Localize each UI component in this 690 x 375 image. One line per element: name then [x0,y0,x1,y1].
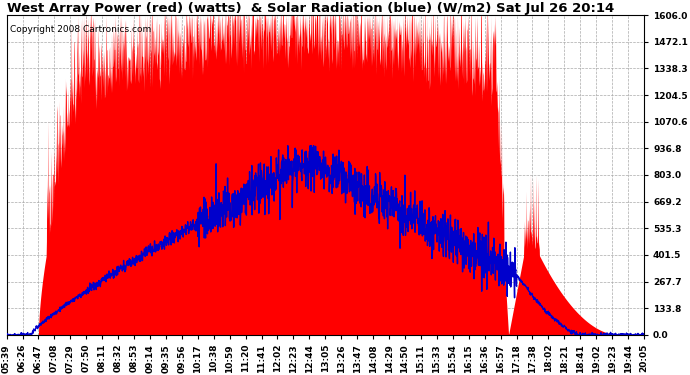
Text: West Array Power (red) (watts)  & Solar Radiation (blue) (W/m2) Sat Jul 26 20:14: West Array Power (red) (watts) & Solar R… [7,2,614,15]
Text: Copyright 2008 Cartronics.com: Copyright 2008 Cartronics.com [10,25,151,34]
